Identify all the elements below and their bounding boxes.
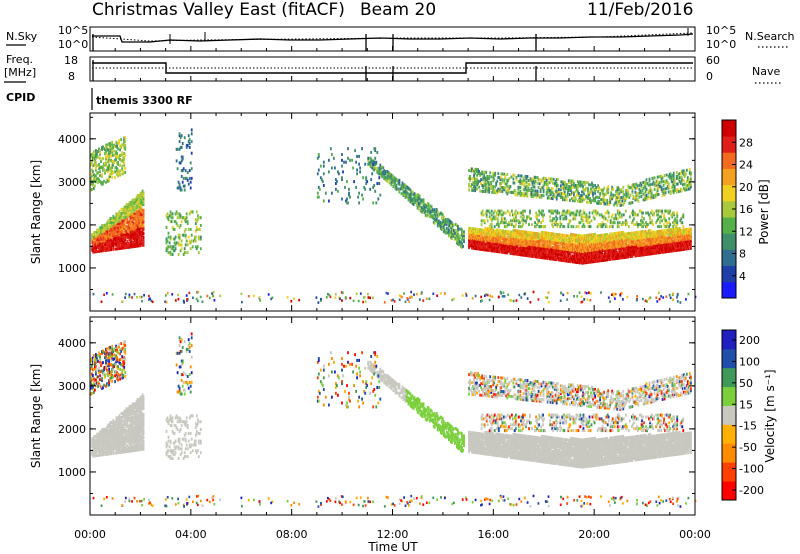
colorbar-swatch	[722, 330, 736, 350]
colorbar-swatch	[722, 405, 736, 425]
beam-label: Beam 20	[360, 0, 436, 20]
colorbar-swatch	[722, 200, 736, 218]
velocity-colorbar-label: Velocity [m s⁻¹]	[763, 369, 777, 462]
nsky-label: N.Sky	[6, 30, 38, 43]
velocity-colorbar-tick: 50	[739, 377, 753, 390]
power-colorbar: 4 8 12 16 20 24 28	[721, 119, 753, 299]
colorbar-swatch	[722, 168, 736, 186]
colorbar-swatch	[722, 281, 736, 299]
colorbar-swatch	[722, 481, 736, 501]
colorbar-swatch	[722, 348, 736, 369]
colorbar-swatch	[722, 462, 736, 482]
power-colorbar-tick: 28	[739, 136, 753, 149]
freq-left-tick-bottom: 8	[68, 70, 75, 83]
colorbar-swatch	[722, 443, 736, 463]
velocity-colorbar: 200 100 50 15 -15 -50 -100 -200	[721, 329, 764, 501]
xtick-label: 04:00	[175, 528, 207, 541]
xtick-label: 16:00	[477, 528, 509, 541]
freq-unit-label: [MHz]	[4, 66, 36, 79]
xtick-label: 12:00	[377, 528, 409, 541]
date-label: 11/Feb/2016	[587, 0, 693, 20]
colorbar-swatch	[722, 120, 736, 137]
freq-right-tick-bottom: 0	[706, 70, 713, 83]
power-colorbar-label: Power [dB]	[757, 179, 771, 244]
colorbar-swatch	[722, 217, 736, 234]
colorbar-swatch	[722, 184, 736, 202]
colorbar-swatch	[722, 136, 736, 153]
freq-line	[92, 62, 693, 74]
velocity-colorbar-tick: 100	[739, 355, 760, 368]
noise-search-line	[91, 32, 694, 42]
panel2-ytick-label: 1000	[58, 466, 86, 479]
noise-left-tick-top: 10^5	[58, 24, 88, 37]
noise-left-tick-bottom: 10^0	[58, 38, 88, 51]
colorbar-swatch	[722, 233, 736, 250]
nave-label: Nave	[752, 65, 780, 78]
velocity-ylabel: Slant Range [km]	[29, 364, 43, 468]
panel1-ytick-label: 4000	[58, 133, 86, 146]
colorbar-swatch	[722, 424, 736, 444]
velocity-panel	[90, 332, 697, 508]
velocity-colorbar-tick: -15	[739, 420, 757, 433]
freq-left-tick-top: 18	[64, 54, 78, 67]
noise-right-tick-top: 10^5	[706, 24, 736, 37]
power-panel-frame	[89, 112, 696, 312]
velocity-panel-frame	[89, 316, 696, 516]
plot-title: Christmas Valley East (fitACF)	[92, 0, 345, 20]
velocity-colorbar-tick: 15	[739, 398, 753, 411]
velocity-colorbar-tick: 200	[739, 334, 760, 347]
power-colorbar-tick: 4	[739, 270, 746, 283]
colorbar-swatch	[722, 249, 736, 267]
freq-label: Freq.	[6, 53, 33, 66]
power-colorbar-tick: 12	[739, 225, 753, 238]
x-axis-label: Time UT	[367, 540, 418, 554]
panel2-ytick-label: 3000	[58, 380, 86, 393]
velocity-colorbar-tick: -200	[739, 484, 764, 497]
xtick-label: 08:00	[276, 528, 308, 541]
power-colorbar-tick: 16	[739, 203, 753, 216]
xtick-label: 20:00	[578, 528, 610, 541]
colorbar-swatch	[722, 386, 736, 406]
cpid-label: CPID	[6, 91, 35, 104]
velocity-colorbar-tick: -100	[739, 463, 764, 476]
power-ylabel: Slant Range [km]	[29, 160, 43, 264]
power-colorbar-tick: 20	[739, 181, 753, 194]
power-panel	[90, 128, 697, 304]
panel2-ytick-label: 4000	[58, 337, 86, 350]
xtick-label: 00:00	[679, 528, 711, 541]
panel1-ytick-label: 2000	[58, 219, 86, 232]
panel2-ytick-label: 2000	[58, 423, 86, 436]
freq-right-tick-top: 60	[706, 54, 720, 67]
power-colorbar-tick: 24	[739, 159, 753, 172]
colorbar-swatch	[722, 152, 736, 169]
xtick-label: 00:00	[74, 528, 106, 541]
colorbar-swatch	[722, 265, 736, 283]
colorbar-swatch	[722, 367, 736, 388]
panel1-ytick-label: 3000	[58, 176, 86, 189]
power-colorbar-tick: 8	[739, 248, 746, 261]
cpid-value: themis 3300 RF	[96, 94, 193, 107]
panel1-ytick-label: 1000	[58, 262, 86, 275]
velocity-colorbar-tick: -50	[739, 441, 757, 454]
nsearch-label: N.Search	[745, 30, 795, 43]
noise-right-tick-bottom: 10^0	[706, 38, 736, 51]
